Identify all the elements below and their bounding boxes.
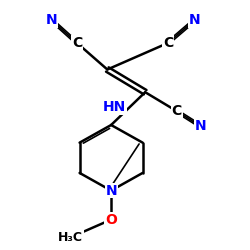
Text: C: C xyxy=(72,36,82,50)
Text: H₃C: H₃C xyxy=(58,231,83,244)
Text: C: C xyxy=(172,104,182,118)
Text: N: N xyxy=(188,13,200,27)
Text: N: N xyxy=(195,119,206,133)
Text: O: O xyxy=(105,212,117,226)
Text: C: C xyxy=(163,36,173,50)
Text: N: N xyxy=(46,13,58,27)
Text: HN: HN xyxy=(103,100,126,114)
Text: N: N xyxy=(105,184,117,198)
